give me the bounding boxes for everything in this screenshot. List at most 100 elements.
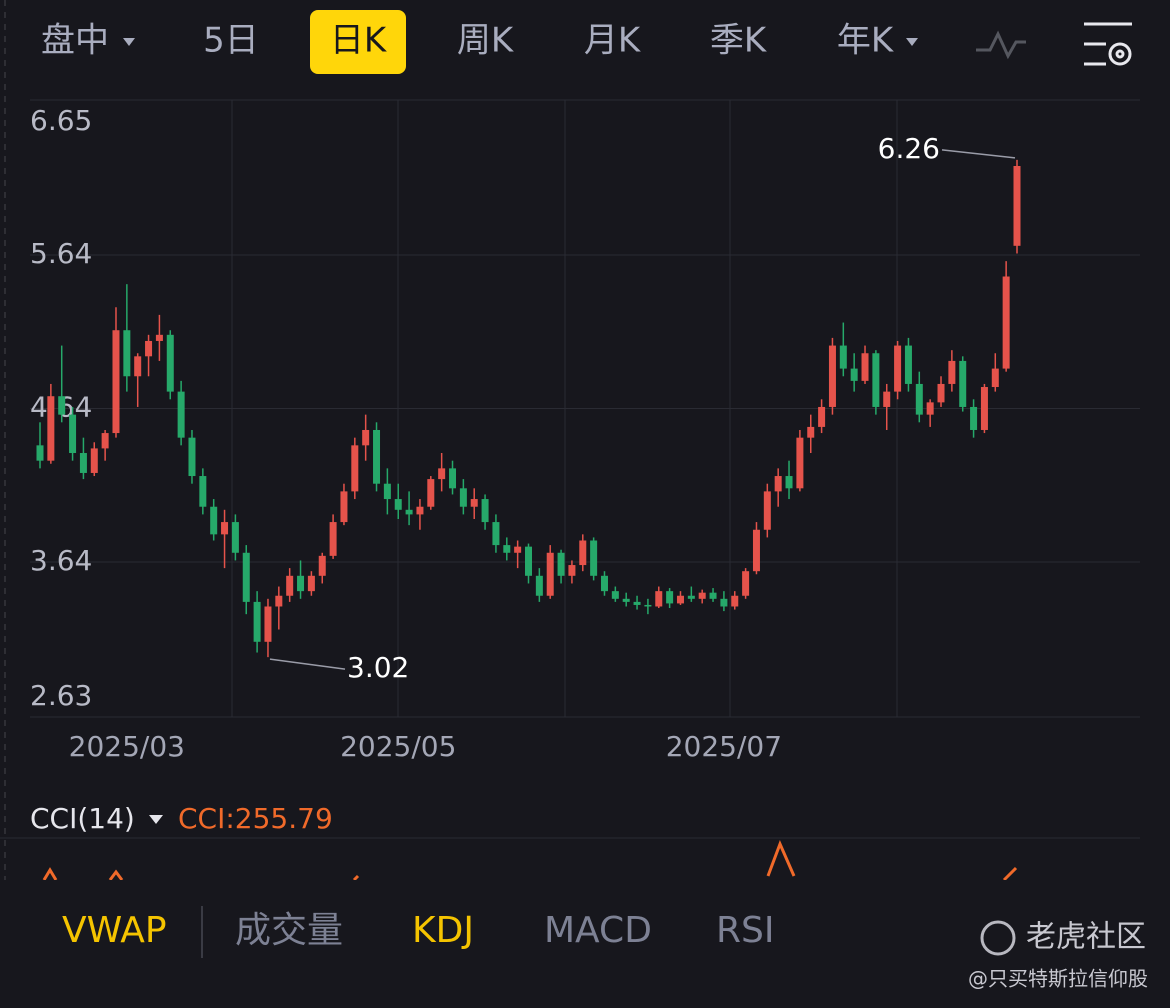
candle-body (698, 592, 706, 599)
candle-body (199, 476, 207, 507)
candle-body (112, 330, 120, 434)
candle-body (980, 387, 988, 430)
candle-body (253, 601, 261, 642)
indicator-tab[interactable]: VWAP (62, 910, 167, 951)
y-tick-label: 6.65 (30, 104, 92, 137)
candle-body (611, 591, 619, 599)
indicator-tab[interactable]: RSI (716, 910, 774, 951)
candle-body (676, 595, 684, 604)
candle-body (644, 604, 652, 607)
candle-body (470, 499, 478, 507)
tab[interactable]: 盘中 (41, 21, 109, 61)
dropdown-arrow[interactable] (123, 38, 135, 46)
tab[interactable]: 5日 (203, 21, 259, 61)
candle-body (47, 396, 55, 461)
candle-body (90, 448, 98, 473)
tab[interactable]: 季K (710, 21, 768, 61)
bottom-bar (0, 880, 1170, 1008)
indicator-value: CCI:255.79 (178, 802, 333, 835)
candle-body (525, 546, 532, 576)
candle-body (839, 345, 847, 369)
candle-body (600, 575, 608, 592)
candle-body (101, 433, 109, 449)
candle-body (297, 575, 305, 592)
indicator-tab[interactable]: KDJ (412, 910, 474, 951)
x-tick-label: 2025/07 (666, 730, 782, 763)
candle-body (275, 595, 283, 607)
tab-selected[interactable]: 日K (330, 21, 388, 61)
indicator-tab[interactable]: MACD (544, 910, 652, 951)
candle-body (416, 506, 424, 515)
tab[interactable]: 月K (584, 21, 642, 61)
candle-body (731, 595, 739, 607)
candle-body (318, 555, 326, 576)
candle-body (557, 552, 565, 576)
candle-body (807, 426, 815, 438)
x-tick-label: 2025/03 (69, 730, 185, 763)
candle-body (155, 334, 163, 341)
candle-body (904, 345, 912, 384)
chart-style-icon[interactable] (976, 30, 1026, 60)
candle-body (449, 468, 457, 489)
candle-body (427, 479, 435, 507)
candle-body (166, 334, 174, 392)
candle-body (752, 529, 760, 572)
candle-body (36, 445, 44, 461)
candle-body (687, 595, 695, 599)
settings-icon[interactable] (1084, 22, 1132, 66)
y-tick-label: 3.64 (30, 544, 92, 577)
candle-body (720, 598, 728, 607)
candle-body (438, 468, 446, 480)
min-leader (269, 658, 346, 670)
dropdown-arrow[interactable] (149, 815, 163, 824)
candle-body (231, 522, 239, 553)
candle-body (134, 356, 142, 377)
candle-body (177, 391, 185, 438)
candle-body (362, 429, 370, 446)
candle-body (492, 522, 500, 546)
y-tick-label: 2.63 (30, 679, 92, 712)
candle-body (666, 591, 674, 604)
candle-body (948, 360, 956, 384)
max-label: 6.26 (878, 132, 940, 165)
candle-body (286, 575, 294, 596)
candle-body (774, 476, 782, 492)
logo (980, 920, 1016, 956)
candle-body (872, 353, 880, 407)
tab[interactable]: 周K (457, 21, 515, 61)
candle-body (459, 488, 467, 507)
indicator-name[interactable]: CCI(14) (30, 802, 135, 835)
candle-body (503, 545, 511, 553)
candle-body (394, 499, 402, 510)
candle-body (883, 391, 891, 407)
cci-line (42, 840, 1018, 882)
candle-body (850, 368, 858, 381)
candle-body (383, 483, 391, 500)
candle-body (785, 476, 793, 489)
candle-body (242, 552, 250, 602)
candle-body (340, 491, 348, 523)
candle-body (1002, 276, 1010, 369)
plot: 2.633.644.645.646.652025/032025/052025/0… (30, 99, 1140, 763)
candle-body (796, 437, 804, 489)
candle-body (894, 345, 902, 392)
candle-body (373, 429, 381, 484)
candle-body (568, 565, 576, 576)
candle-body (915, 383, 923, 415)
candle-body (633, 601, 641, 605)
y-tick-label: 5.64 (30, 237, 92, 270)
candle-body (307, 575, 315, 592)
candle-body (970, 406, 978, 430)
candle-body (763, 491, 771, 530)
candle-body (188, 437, 196, 477)
tab[interactable]: 年K (837, 21, 895, 61)
tab-highlight (310, 10, 406, 74)
indicator-tab[interactable]: 成交量 (235, 910, 343, 951)
candle-body (818, 406, 826, 427)
dropdown-arrow[interactable] (906, 38, 918, 46)
candle-body (622, 598, 630, 602)
candle-body (351, 445, 359, 492)
candle-body (709, 592, 717, 599)
